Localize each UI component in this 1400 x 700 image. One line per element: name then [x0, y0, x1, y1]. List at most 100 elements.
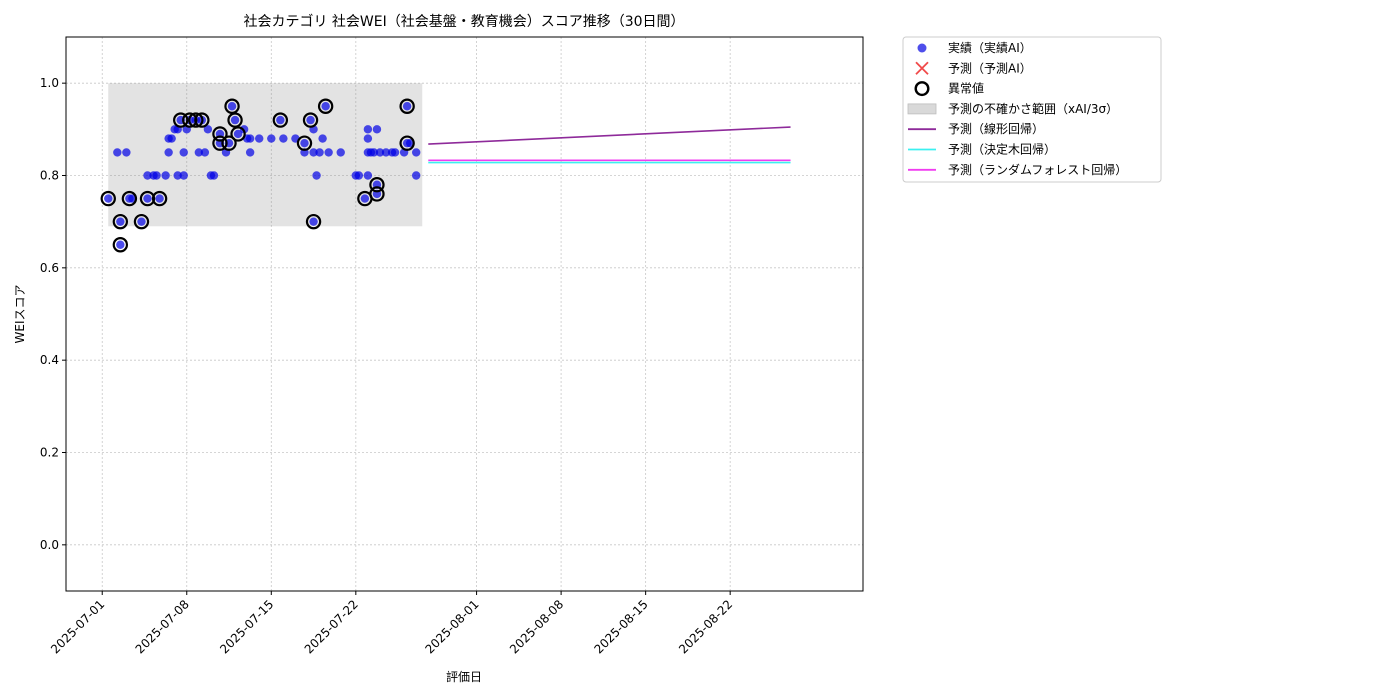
actual-point [321, 102, 330, 111]
anomaly-point [317, 98, 334, 114]
x-tick-label: 2025-08-15 [592, 597, 651, 656]
legend-marker-anomaly [914, 81, 930, 97]
actual-point [152, 171, 161, 180]
anomaly-point [188, 112, 204, 128]
anomaly-point [194, 112, 210, 128]
anomaly-point [100, 190, 116, 207]
actual-point [255, 134, 264, 143]
actual-point [203, 125, 213, 134]
actual-point [315, 148, 324, 157]
x-tick-label: 2025-07-15 [217, 597, 276, 656]
y-tick-label: 1.0 [40, 76, 59, 90]
anomaly-point [230, 126, 246, 142]
actual-point [381, 148, 391, 157]
actual-point [372, 125, 382, 134]
actual-point [179, 148, 188, 157]
actual-point [336, 148, 345, 157]
actual-point [360, 194, 370, 203]
anomaly-point [112, 213, 129, 230]
anomaly-point [173, 112, 189, 128]
anomaly-point [296, 135, 313, 151]
legend-label: 予測（予測AI） [948, 61, 1032, 75]
actual-point [267, 134, 276, 143]
x-tick-label: 2025-07-01 [48, 597, 107, 656]
anomaly-point [221, 135, 237, 151]
anomaly-point [305, 213, 322, 230]
actual-point [363, 134, 373, 143]
actual-point [116, 240, 125, 249]
y-tick-label: 0.2 [40, 446, 59, 460]
actual-point [324, 148, 333, 157]
actual-point [306, 115, 315, 125]
actual-point [143, 194, 152, 203]
actual-point [354, 171, 364, 180]
legend-marker-actual [917, 43, 927, 53]
legend-marker-forecast [915, 61, 929, 75]
anomaly-point [272, 112, 289, 128]
y-tick-label: 0.0 [40, 538, 59, 552]
x-axis-label: 評価日 [446, 669, 482, 684]
actual-point [402, 102, 412, 111]
actual-point [309, 217, 318, 226]
actual-point [245, 148, 255, 157]
actual-point [104, 194, 113, 203]
y-tick-label: 0.4 [40, 353, 59, 367]
actual-point [309, 148, 318, 157]
actual-point [167, 134, 176, 143]
anomaly-point [139, 190, 156, 207]
actual-point [179, 171, 188, 180]
actual-point [113, 148, 122, 157]
anomaly-point [302, 112, 319, 128]
actual-point [230, 115, 240, 125]
anomaly-point [133, 213, 150, 230]
actual-point [363, 125, 373, 134]
actual-point [300, 138, 309, 148]
legend-label: 異常値 [948, 81, 984, 96]
actual-point [200, 148, 210, 157]
x-tick-label: 2025-08-22 [676, 597, 735, 656]
x-tick-label: 2025-07-08 [133, 597, 192, 656]
actual-point [276, 115, 285, 125]
x-tick-label: 2025-07-22 [302, 597, 361, 656]
actual-point [375, 148, 385, 157]
legend-label: 予測（ランダムフォレスト回帰） [948, 162, 1127, 177]
legend-label: 予測の不確かさ範囲（xAI/3σ） [948, 101, 1118, 116]
actual-point [245, 134, 255, 143]
plot-frame [65, 36, 864, 592]
actual-point [279, 134, 288, 143]
anomaly-point [399, 98, 415, 114]
actual-point [122, 148, 131, 157]
actual-point [363, 171, 373, 180]
anomaly-point [212, 135, 228, 151]
anomaly-point [369, 186, 385, 202]
anomaly-point [212, 126, 228, 142]
actual-point [369, 148, 379, 157]
actual-point [155, 194, 164, 203]
actual-point [318, 134, 327, 143]
actual-point [390, 148, 400, 157]
actual-point [209, 171, 219, 180]
chart-title: 社会カテゴリ 社会WEI（社会基盤・教育機会）スコア推移（30日間） [243, 13, 684, 30]
actual-point [227, 102, 237, 111]
actual-point [411, 171, 421, 180]
actual-point [161, 171, 170, 180]
y-tick-label: 0.8 [40, 169, 59, 183]
anomaly-point [121, 190, 138, 207]
forecast-line [428, 126, 791, 145]
y-tick-label: 0.6 [40, 261, 59, 275]
actual-point [233, 129, 243, 139]
legend-box [902, 36, 1162, 183]
plot-area [66, 37, 863, 591]
x-tick-label: 2025-08-08 [507, 597, 566, 656]
legend-marker-band [907, 103, 937, 115]
anomaly-point [227, 112, 243, 128]
actual-point [312, 171, 321, 180]
actual-point [164, 148, 173, 157]
anomaly-point [112, 237, 129, 253]
legend-label: 予測（線形回帰） [948, 121, 1044, 136]
actual-point [143, 171, 152, 180]
y-axis-label: WEIスコア [13, 285, 27, 344]
actual-point [116, 217, 125, 226]
